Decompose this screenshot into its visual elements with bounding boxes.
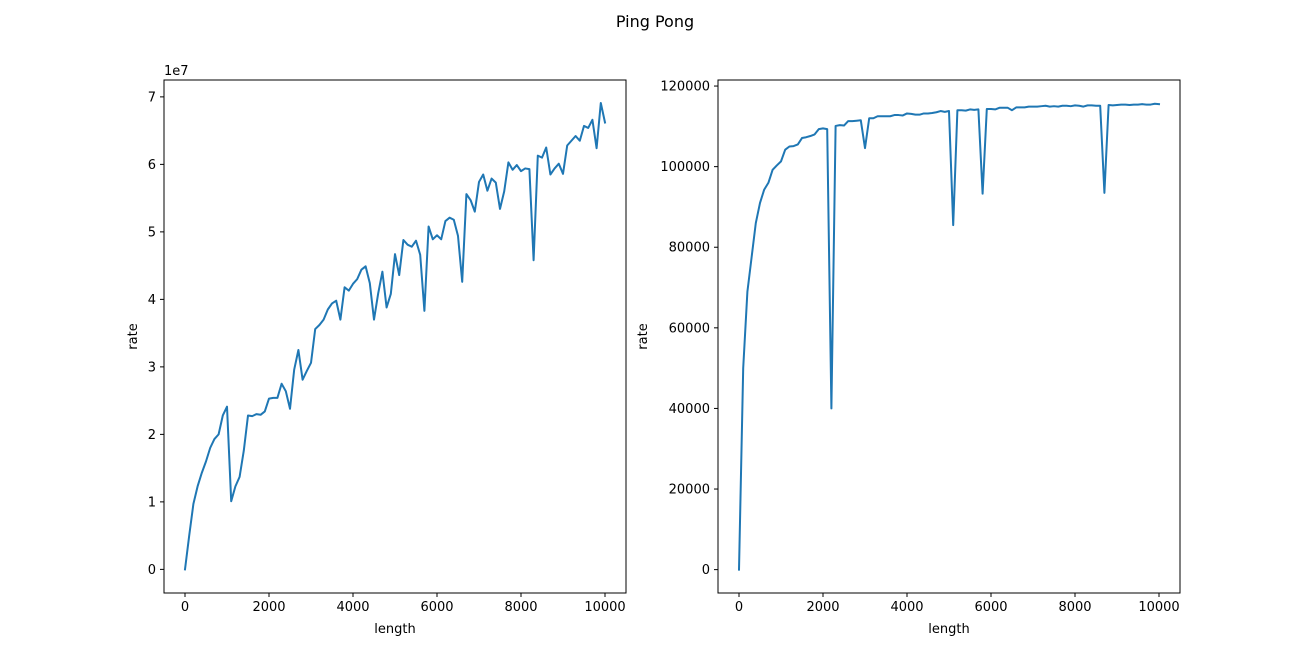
chart0.x-tick-label: 10000	[584, 600, 625, 615]
chart1.x-tick-label: 0	[735, 600, 743, 615]
chart1.y-tick-label: 40000	[669, 402, 710, 417]
chart0.x-tick-label: 4000	[336, 600, 369, 615]
chart0.x-tick-label: 2000	[252, 600, 285, 615]
chart0.y-tick-label: 0	[148, 563, 156, 578]
chart1.x-axis-label: length	[928, 622, 969, 637]
chart0.y-axis-label: rate	[126, 323, 141, 349]
chart0.y-offset-text: 1e7	[164, 64, 189, 79]
chart0.x-tick-label: 6000	[420, 600, 453, 615]
chart0.x-axis-label: length	[374, 622, 415, 637]
chart0.plot-frame	[163, 79, 627, 594]
chart1.x-tick-label: 4000	[890, 600, 923, 615]
left-chart: 0 2000 4000 6000 8000 10000 0 1 2 3 4 5 6 7 length rate…	[126, 64, 627, 637]
chart0.y-tick-label: 3	[148, 360, 156, 375]
chart1.x-tick-label: 2000	[806, 600, 839, 615]
chart1.y-tick-label: 60000	[669, 321, 710, 336]
chart1.x-tick-label: 6000	[974, 600, 1007, 615]
chart0.y-tick-label: 6	[148, 158, 156, 173]
figure-title: Ping Pong	[616, 12, 694, 31]
chart0.y-tick-label: 1	[148, 495, 156, 510]
right-chart: 0 2000 4000 6000 8000 10000020000400006000080…	[636, 79, 1181, 637]
chart1.x-tick-label: 8000	[1058, 600, 1091, 615]
chart1.y-tick-label: 120000	[660, 80, 710, 95]
chart0.y-tick-label: 2	[148, 428, 156, 443]
chart1.plot-frame	[717, 79, 1181, 594]
chart1.y-axis-label: rate	[636, 323, 651, 349]
chart1.y-tick-label: 20000	[669, 483, 710, 498]
chart1.x-tick-label: 10000	[1138, 600, 1179, 615]
chart0.series-line	[183, 101, 607, 571]
chart0.x-tick-label: 0	[181, 600, 189, 615]
chart0.y-tick-label: 5	[148, 225, 156, 240]
chart1.y-tick-label: 0	[702, 563, 710, 578]
chart0.y-tick-label: 7	[148, 90, 156, 105]
chart1.y-tick-label: 80000	[669, 241, 710, 256]
chart1.series-line	[737, 102, 1161, 571]
chart0.x-tick-label: 8000	[504, 600, 537, 615]
chart0.y-tick-label: 4	[148, 293, 156, 308]
chart1.y-tick-label: 100000	[660, 160, 710, 175]
